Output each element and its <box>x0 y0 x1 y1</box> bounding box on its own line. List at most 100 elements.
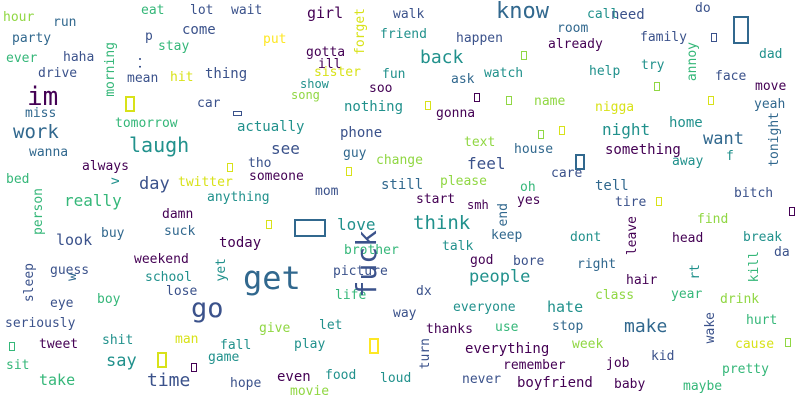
word: really <box>64 191 122 210</box>
glyph-box <box>346 167 352 176</box>
word: start <box>416 192 456 207</box>
word: try <box>641 58 665 73</box>
word: make <box>624 316 668 337</box>
glyph-box <box>369 338 379 354</box>
word: v <box>108 177 123 185</box>
word: house <box>514 142 554 157</box>
word: oh <box>520 180 536 195</box>
word: work <box>13 121 59 143</box>
word: tho <box>248 156 272 171</box>
word: want <box>703 129 744 149</box>
word: happen <box>456 31 503 46</box>
word: phone <box>340 125 383 141</box>
word: loud <box>380 371 412 386</box>
word: gonna <box>436 106 476 121</box>
word: hurt <box>746 313 778 328</box>
word: day <box>139 174 170 194</box>
word: forget <box>353 8 368 55</box>
glyph-box <box>227 163 233 172</box>
word: people <box>469 267 531 287</box>
word: turn <box>418 338 433 370</box>
word: still <box>381 177 424 193</box>
word: job <box>606 356 630 371</box>
word: remember <box>503 358 566 373</box>
glyph-box <box>708 96 714 105</box>
word: fall <box>220 338 252 353</box>
word: boyfriend <box>517 375 593 391</box>
word: lot <box>190 3 214 18</box>
word: already <box>548 37 603 52</box>
word: ask <box>451 72 475 87</box>
word: im <box>27 82 59 112</box>
glyph-box <box>521 51 527 60</box>
word: help <box>589 64 621 79</box>
word: hate <box>547 298 584 316</box>
word: seriously <box>5 316 76 331</box>
word: w <box>65 273 80 281</box>
word: kill <box>747 251 762 283</box>
word: kid <box>651 349 675 364</box>
word: dx <box>416 284 432 299</box>
word: shit <box>102 333 134 348</box>
word: fun <box>382 67 406 82</box>
word: guess <box>50 263 90 278</box>
word: head <box>672 231 704 246</box>
word: family <box>640 30 687 45</box>
glyph-box <box>425 101 431 110</box>
word: tire <box>615 195 647 210</box>
word: even <box>277 369 311 385</box>
word: suck <box>164 224 196 239</box>
word: god <box>470 253 494 268</box>
glyph-box <box>506 96 512 105</box>
glyph-box <box>575 154 585 170</box>
word: anything <box>207 190 270 205</box>
word: come <box>182 22 216 38</box>
word: stay <box>158 39 190 54</box>
word: tomorrow <box>115 116 178 131</box>
word: end <box>496 203 511 227</box>
word: actually <box>237 119 305 135</box>
word: take <box>39 371 76 389</box>
glyph-box <box>654 82 660 91</box>
word: think <box>413 212 471 234</box>
word: sleep <box>22 263 37 303</box>
word: sit <box>6 358 30 373</box>
word: get <box>243 259 301 297</box>
word: care <box>551 166 583 181</box>
word: text <box>464 135 496 150</box>
glyph-box <box>789 207 795 216</box>
word: show <box>300 77 329 91</box>
word: wait <box>231 3 263 18</box>
glyph-box <box>294 219 326 237</box>
word: home <box>669 115 703 131</box>
word: everyone <box>453 300 516 315</box>
word: night <box>602 120 651 139</box>
word: food <box>325 368 357 383</box>
word: mom <box>315 184 339 199</box>
word: week <box>572 337 604 352</box>
word: feel <box>467 154 506 173</box>
word: bed <box>6 172 30 187</box>
word: go <box>191 293 224 324</box>
word: bore <box>513 254 545 269</box>
word: f <box>726 149 734 164</box>
word: pretty <box>722 362 769 377</box>
word: see <box>271 139 300 158</box>
word: name <box>534 94 566 109</box>
word: fuck <box>350 230 383 298</box>
word: love <box>337 215 376 234</box>
word: p <box>145 29 153 44</box>
word: room <box>557 21 589 36</box>
word: someone <box>249 169 304 184</box>
word: morning <box>103 42 118 97</box>
word: miss <box>25 106 57 121</box>
word: thing <box>205 66 248 82</box>
word: call <box>587 7 619 22</box>
word: picture <box>333 264 388 279</box>
word: sister <box>314 65 361 80</box>
word: bitch <box>734 186 774 201</box>
word: twitter <box>178 175 233 190</box>
word: right <box>577 257 617 272</box>
word: brother <box>344 243 399 258</box>
